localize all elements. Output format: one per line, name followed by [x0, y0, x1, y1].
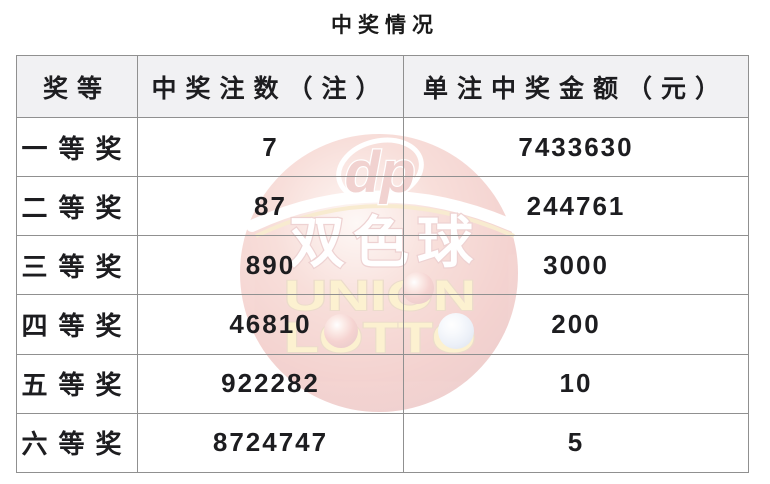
prize-amount-cell: 7433630	[403, 116, 749, 178]
col-header-winning-bets: 中奖注数（注）	[137, 55, 404, 118]
prize-table: 奖等 中奖注数（注） 单注中奖金额（元） 一等奖 7 7433630 二等奖 8…	[16, 55, 749, 474]
prize-amount-cell: 244761	[403, 176, 749, 237]
winning-bets-cell: 890	[137, 235, 404, 296]
table-row: 三等奖 890 3000	[16, 235, 749, 296]
table-row: 五等奖 922282 10	[16, 353, 749, 414]
header-row: 奖等 中奖注数（注） 单注中奖金额（元）	[16, 55, 749, 118]
page-title: 中奖情况	[331, 14, 439, 37]
table-row: 四等奖 46810 200	[16, 294, 749, 355]
prize-amount-cell: 10	[403, 353, 749, 414]
prize-level-cell: 四等奖	[16, 294, 138, 355]
winning-bets-cell: 87	[137, 176, 404, 237]
prize-level-cell: 五等奖	[16, 353, 138, 414]
table-row: 二等奖 87 244761	[16, 176, 749, 237]
prize-amount-cell: 5	[403, 412, 749, 474]
prize-level-cell: 三等奖	[16, 235, 138, 296]
prize-level-cell: 一等奖	[16, 116, 138, 178]
winning-bets-cell: 8724747	[137, 412, 404, 474]
table-row: 六等奖 8724747 5	[16, 412, 749, 474]
col-header-prize-level: 奖等	[16, 55, 138, 118]
prize-amount-cell: 3000	[403, 235, 749, 296]
winning-bets-cell: 922282	[137, 353, 404, 414]
table-row: 一等奖 7 7433630	[16, 116, 749, 178]
prize-level-cell: 六等奖	[16, 412, 138, 474]
col-header-prize-amount: 单注中奖金额（元）	[403, 55, 749, 118]
prize-amount-cell: 200	[403, 294, 749, 355]
winning-bets-cell: 46810	[137, 294, 404, 355]
prize-level-cell: 二等奖	[16, 176, 138, 237]
winning-bets-cell: 7	[137, 116, 404, 178]
